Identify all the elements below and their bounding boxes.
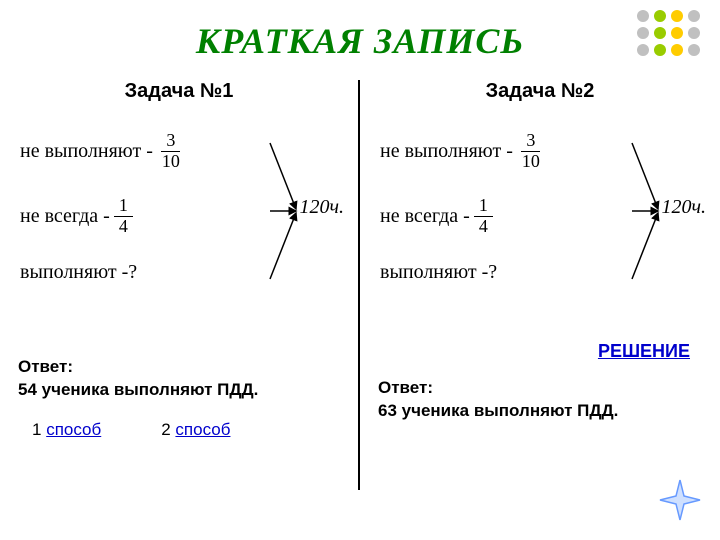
task2-answer-label: Ответ: bbox=[378, 378, 433, 397]
frac-den: 10 bbox=[157, 152, 185, 172]
task2-answer: Ответ: 63 ученика выполняют ПДД. bbox=[378, 377, 710, 423]
columns-wrapper: Задача №1 не выполняют - 3 10 не всегда … bbox=[0, 80, 720, 490]
frac-num: 3 bbox=[161, 131, 180, 152]
page-title: КРАТКАЯ ЗАПИСЬ bbox=[0, 0, 720, 62]
task1-row2-fraction: 1 4 bbox=[114, 196, 133, 237]
task1-row3-label: выполняют -? bbox=[20, 261, 137, 284]
task1-row1-label: не выполняют - bbox=[20, 140, 153, 163]
task2-row1-fraction: 3 10 bbox=[517, 131, 545, 172]
frac-num: 3 bbox=[521, 131, 540, 152]
task1-column: Задача №1 не выполняют - 3 10 не всегда … bbox=[0, 80, 360, 490]
frac-den: 4 bbox=[114, 217, 133, 237]
method1-text: способ bbox=[46, 420, 101, 439]
method2-num: 2 bbox=[161, 420, 175, 439]
task1-answer-text: 54 ученика выполняют ПДД. bbox=[18, 380, 258, 399]
task2-row2-label: не всегда - bbox=[380, 205, 470, 228]
task2-row3: выполняют -? bbox=[380, 261, 497, 284]
task2-title: Задача №2 bbox=[370, 80, 710, 103]
task1-title: Задача №1 bbox=[10, 80, 348, 103]
frac-num: 1 bbox=[114, 196, 133, 217]
task2-brace-arrows bbox=[630, 131, 660, 291]
task1-row1-fraction: 3 10 bbox=[157, 131, 185, 172]
method2-link[interactable]: 2 способ bbox=[161, 420, 230, 440]
task1-math: не выполняют - 3 10 не всегда - 1 4 выпо… bbox=[10, 131, 348, 301]
frac-den: 4 bbox=[474, 217, 493, 237]
task1-total: 120ч. bbox=[299, 196, 344, 219]
task1-row2-label: не всегда - bbox=[20, 205, 110, 228]
method-links: 1 способ 2 способ bbox=[32, 420, 348, 440]
task1-row2: не всегда - 1 4 bbox=[20, 196, 133, 237]
task2-math: не выполняют - 3 10 не всегда - 1 4 выпо… bbox=[370, 131, 710, 301]
task2-row1-label: не выполняют - bbox=[380, 140, 513, 163]
task1-row3: выполняют -? bbox=[20, 261, 137, 284]
task2-column: Задача №2 не выполняют - 3 10 не всегда … bbox=[360, 80, 720, 490]
task1-row1: не выполняют - 3 10 bbox=[20, 131, 185, 172]
task1-brace-arrows bbox=[268, 131, 298, 291]
frac-den: 10 bbox=[517, 152, 545, 172]
task2-answer-text: 63 ученика выполняют ПДД. bbox=[378, 401, 618, 420]
method1-num: 1 bbox=[32, 420, 46, 439]
task2-row1: не выполняют - 3 10 bbox=[380, 131, 545, 172]
task1-answer-label: Ответ: bbox=[18, 357, 73, 376]
task1-answer: Ответ: 54 ученика выполняют ПДД. bbox=[18, 356, 348, 402]
task2-total: 120ч. bbox=[661, 196, 706, 219]
method1-link[interactable]: 1 способ bbox=[32, 420, 101, 440]
frac-num: 1 bbox=[474, 196, 493, 217]
task2-row2: не всегда - 1 4 bbox=[380, 196, 493, 237]
task2-row2-fraction: 1 4 bbox=[474, 196, 493, 237]
star-icon[interactable] bbox=[658, 478, 702, 522]
method2-text: способ bbox=[175, 420, 230, 439]
decorative-dot-grid bbox=[637, 10, 702, 58]
task2-row3-label: выполняют -? bbox=[380, 261, 497, 284]
solution-link[interactable]: РЕШЕНИЕ bbox=[370, 341, 690, 362]
